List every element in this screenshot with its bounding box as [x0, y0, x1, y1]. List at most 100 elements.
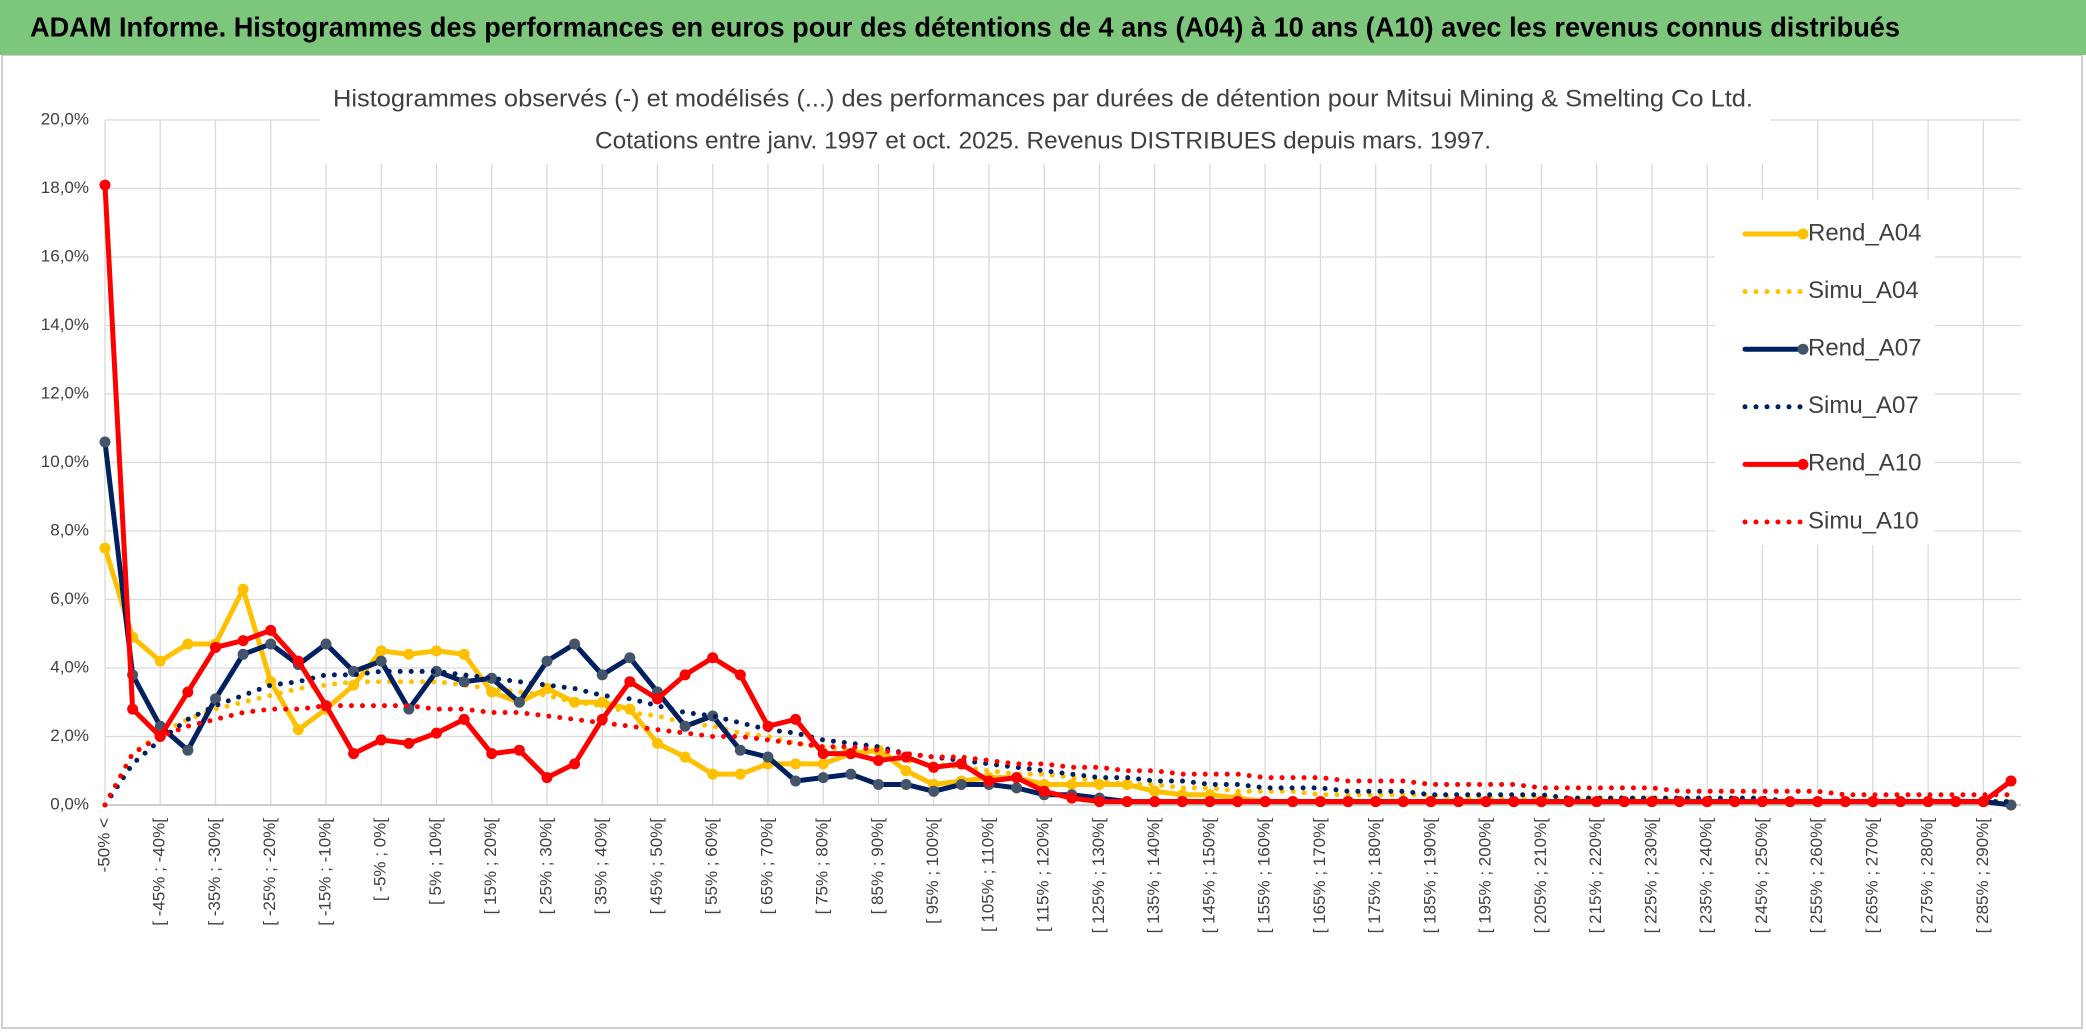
data-point: [1535, 796, 1547, 808]
data-point: [99, 542, 111, 554]
x-tick-label: -50% <: [94, 818, 113, 872]
data-point: [403, 737, 415, 749]
data-point: [1701, 796, 1713, 808]
data-point: [1149, 785, 1161, 797]
data-point: [320, 638, 332, 650]
data-point: [983, 775, 995, 787]
data-point: [1093, 796, 1105, 808]
x-tick-label: [ 95% ; 100%[: [923, 818, 942, 924]
y-tick-label: 8,0%: [50, 520, 89, 539]
y-tick-label: 4,0%: [50, 657, 89, 676]
data-point: [900, 765, 912, 777]
data-point: [320, 700, 332, 712]
data-point: [1950, 796, 1962, 808]
data-point: [1922, 796, 1934, 808]
data-point: [1066, 792, 1078, 804]
x-tick-label: [ 75% ; 80%[: [813, 818, 832, 915]
data-point: [1508, 796, 1520, 808]
data-point: [1038, 785, 1050, 797]
data-point: [458, 713, 470, 725]
data-point: [182, 744, 194, 756]
x-tick-label: [ 255% ; 260%[: [1807, 818, 1826, 934]
data-point: [237, 635, 249, 647]
data-point: [845, 768, 857, 780]
y-tick-label: 6,0%: [50, 589, 89, 608]
data-point: [790, 758, 802, 770]
data-point: [1618, 796, 1630, 808]
x-tick-label: [ 65% ; 70%[: [757, 818, 776, 915]
legend-label: Rend_A10: [1808, 450, 1921, 477]
data-point: [817, 758, 829, 770]
legend-label: Simu_A07: [1808, 392, 1919, 419]
data-point: [817, 772, 829, 784]
data-point: [1287, 796, 1299, 808]
legend-label: Simu_A04: [1808, 277, 1919, 304]
x-tick-label: [ 155% ; 160%[: [1255, 818, 1274, 934]
data-point: [651, 737, 663, 749]
data-point: [127, 703, 139, 715]
data-point: [375, 734, 387, 746]
x-tick-label: [ 35% ; 40%[: [592, 818, 611, 915]
data-point: [237, 648, 249, 660]
data-point: [1812, 796, 1824, 808]
data-point: [955, 758, 967, 770]
y-tick-label: 14,0%: [41, 315, 89, 334]
data-point: [1867, 796, 1879, 808]
data-point: [679, 720, 691, 732]
header-title: ADAM Informe. Histogrammes des performan…: [30, 11, 1900, 42]
data-point: [1342, 796, 1354, 808]
data-point: [486, 672, 498, 684]
data-point: [486, 748, 498, 760]
x-tick-label: [ 45% ; 50%[: [647, 818, 666, 915]
data-point: [209, 693, 221, 705]
data-point: [1784, 796, 1796, 808]
data-point: [1729, 796, 1741, 808]
x-tick-label: [ -25% ; -20%[: [260, 818, 279, 926]
data-point: [624, 676, 636, 688]
data-point: [707, 768, 719, 780]
data-point: [596, 696, 608, 708]
y-tick-label: 10,0%: [41, 452, 89, 471]
data-point: [99, 179, 111, 191]
data-point: [1563, 796, 1575, 808]
x-tick-label: [ -5% ; 0%[: [371, 818, 390, 901]
x-tick-label: [ 55% ; 60%[: [702, 818, 721, 915]
x-tick-label: [ 215% ; 220%[: [1586, 818, 1605, 934]
x-tick-label: [ 105% ; 110%[: [978, 818, 997, 932]
data-point: [651, 693, 663, 705]
legend-label: Rend_A04: [1808, 219, 1921, 246]
x-tick-label: [ 165% ; 170%[: [1310, 818, 1329, 934]
data-point: [1259, 796, 1271, 808]
legend-marker: [1797, 343, 1809, 355]
data-point: [99, 436, 111, 448]
chart-subtitle: Cotations entre janv. 1997 et oct. 2025.…: [595, 127, 1491, 154]
data-point: [292, 724, 304, 736]
data-point: [1232, 796, 1244, 808]
data-point: [265, 638, 277, 650]
data-point: [430, 665, 442, 677]
data-point: [541, 655, 553, 667]
data-point: [375, 655, 387, 667]
data-point: [458, 676, 470, 688]
data-point: [569, 758, 581, 770]
x-tick-label: [ 15% ; 20%[: [481, 818, 500, 915]
data-point: [1756, 796, 1768, 808]
data-point: [1674, 796, 1686, 808]
data-point: [872, 754, 884, 766]
series-line: [102, 679, 2014, 808]
y-tick-label: 2,0%: [50, 726, 89, 745]
data-point: [734, 744, 746, 756]
x-tick-label: [ -45% ; -40%[: [150, 818, 169, 926]
data-point: [679, 751, 691, 763]
data-point: [209, 641, 221, 653]
data-point: [430, 645, 442, 657]
data-point: [569, 638, 581, 650]
x-tick-label: [ 285% ; 290%[: [1973, 818, 1992, 934]
y-tick-label: 20,0%: [41, 109, 89, 128]
data-point: [1011, 782, 1023, 794]
data-point: [817, 748, 829, 760]
data-point: [1011, 772, 1023, 784]
data-point: [1895, 796, 1907, 808]
header-bar: [0, 0, 2086, 55]
x-tick-label: [ -35% ; -30%[: [205, 818, 224, 926]
